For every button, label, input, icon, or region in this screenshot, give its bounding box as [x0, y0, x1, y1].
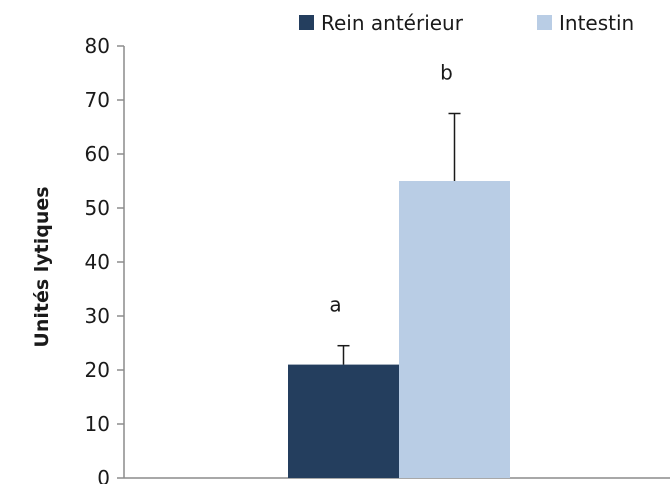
legend-swatch-2 — [537, 15, 552, 30]
legend-swatch-1 — [299, 15, 314, 30]
y-tick-label: 60 — [85, 142, 110, 166]
legend-label-1: Rein antérieur — [321, 11, 464, 35]
legend: Rein antérieur Intestin — [299, 11, 634, 35]
y-tick-label: 80 — [85, 34, 110, 58]
y-tick-label: 50 — [85, 196, 110, 220]
bars: ab — [288, 61, 510, 478]
y-tick-label: 30 — [85, 304, 110, 328]
y-tick-label: 0 — [97, 466, 110, 484]
legend-label-2: Intestin — [559, 11, 634, 35]
y-axis: 0 10 20 30 40 50 60 70 80 — [85, 34, 670, 484]
significance-label-2: b — [440, 61, 453, 85]
bar-1 — [288, 364, 399, 478]
y-tick-label: 70 — [85, 88, 110, 112]
bar-2 — [399, 181, 510, 478]
y-axis-label: Unités lytiques — [31, 186, 53, 347]
y-tick-label: 40 — [85, 250, 110, 274]
significance-label-1: a — [329, 293, 341, 317]
y-tick-label: 10 — [85, 412, 110, 436]
y-tick-label: 20 — [85, 358, 110, 382]
